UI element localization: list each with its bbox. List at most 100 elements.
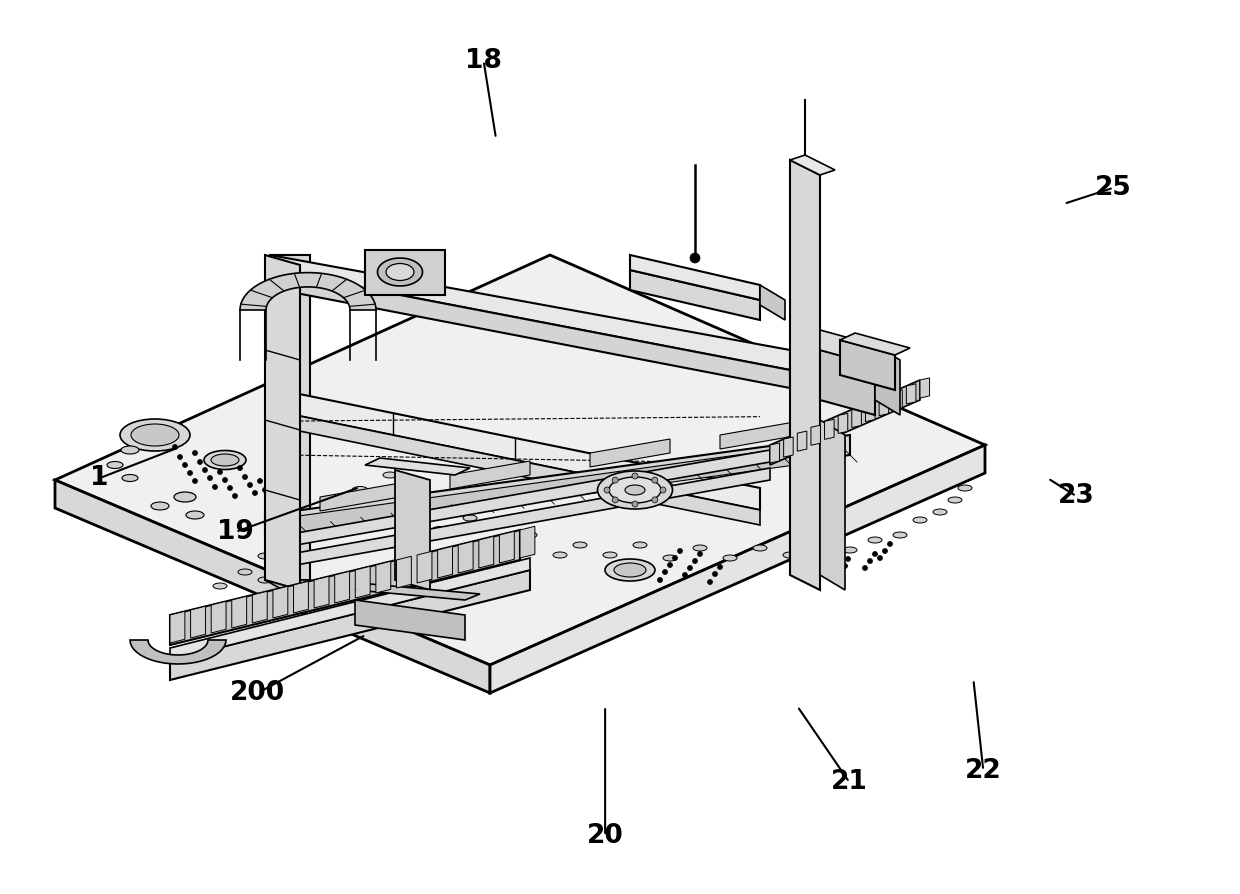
Ellipse shape <box>913 517 928 523</box>
Polygon shape <box>770 380 920 465</box>
Circle shape <box>652 497 657 503</box>
Ellipse shape <box>663 555 677 561</box>
Polygon shape <box>314 577 329 608</box>
Ellipse shape <box>494 542 507 548</box>
Ellipse shape <box>932 509 947 515</box>
Ellipse shape <box>763 450 777 456</box>
Circle shape <box>708 579 713 585</box>
Ellipse shape <box>205 451 246 469</box>
Polygon shape <box>294 581 309 613</box>
Ellipse shape <box>614 563 646 577</box>
Ellipse shape <box>107 461 123 468</box>
Polygon shape <box>270 410 760 525</box>
Polygon shape <box>170 530 520 645</box>
Circle shape <box>846 556 851 561</box>
Polygon shape <box>232 596 247 628</box>
Circle shape <box>692 559 697 563</box>
Ellipse shape <box>352 486 368 493</box>
Ellipse shape <box>213 583 227 589</box>
Ellipse shape <box>801 437 815 443</box>
Circle shape <box>182 462 187 468</box>
Polygon shape <box>270 255 790 370</box>
Polygon shape <box>270 270 790 388</box>
Polygon shape <box>720 421 800 449</box>
Polygon shape <box>790 160 820 590</box>
Ellipse shape <box>523 532 537 538</box>
Polygon shape <box>270 255 310 580</box>
Polygon shape <box>866 401 875 422</box>
Circle shape <box>613 497 619 503</box>
Ellipse shape <box>598 471 672 509</box>
Polygon shape <box>285 468 770 567</box>
Circle shape <box>253 491 258 495</box>
Circle shape <box>192 478 197 484</box>
Ellipse shape <box>151 502 169 510</box>
Ellipse shape <box>603 552 618 558</box>
Circle shape <box>632 473 639 479</box>
Ellipse shape <box>463 515 477 521</box>
Polygon shape <box>335 571 350 603</box>
Polygon shape <box>55 255 985 665</box>
Text: 1: 1 <box>91 465 108 492</box>
Polygon shape <box>839 340 895 390</box>
Polygon shape <box>170 570 529 680</box>
Ellipse shape <box>278 536 293 544</box>
Polygon shape <box>320 483 401 511</box>
Polygon shape <box>820 420 844 590</box>
Circle shape <box>687 566 692 570</box>
Circle shape <box>713 571 718 577</box>
Polygon shape <box>852 408 862 427</box>
Polygon shape <box>479 536 494 568</box>
Polygon shape <box>170 558 529 660</box>
Ellipse shape <box>258 577 272 583</box>
Circle shape <box>268 495 273 501</box>
Polygon shape <box>630 255 760 300</box>
Polygon shape <box>879 396 889 416</box>
Ellipse shape <box>609 477 661 503</box>
Polygon shape <box>590 439 670 467</box>
Polygon shape <box>285 450 770 547</box>
Circle shape <box>258 478 263 484</box>
Circle shape <box>187 470 192 476</box>
Circle shape <box>172 444 177 450</box>
Ellipse shape <box>573 542 587 548</box>
Polygon shape <box>459 541 474 573</box>
Text: 22: 22 <box>965 757 1002 784</box>
Circle shape <box>677 549 682 553</box>
Circle shape <box>278 480 283 485</box>
Polygon shape <box>270 388 760 510</box>
Circle shape <box>604 487 610 493</box>
Polygon shape <box>376 561 391 593</box>
Circle shape <box>177 454 182 460</box>
Ellipse shape <box>723 555 737 561</box>
Ellipse shape <box>743 457 756 463</box>
Polygon shape <box>790 155 835 175</box>
Circle shape <box>202 468 207 473</box>
Polygon shape <box>265 435 849 535</box>
Ellipse shape <box>843 547 857 553</box>
Ellipse shape <box>605 559 655 581</box>
Polygon shape <box>438 546 453 578</box>
Polygon shape <box>396 470 430 590</box>
Polygon shape <box>838 413 848 434</box>
Circle shape <box>873 552 878 556</box>
Ellipse shape <box>186 511 205 519</box>
Ellipse shape <box>303 532 317 538</box>
Text: 200: 200 <box>231 679 285 706</box>
Ellipse shape <box>383 472 397 478</box>
Circle shape <box>689 253 701 263</box>
Ellipse shape <box>122 475 138 482</box>
Ellipse shape <box>120 419 190 451</box>
Circle shape <box>273 473 278 477</box>
Text: 21: 21 <box>831 769 868 796</box>
Circle shape <box>657 578 662 583</box>
Polygon shape <box>241 273 376 310</box>
Polygon shape <box>500 531 515 563</box>
Ellipse shape <box>432 527 448 534</box>
Ellipse shape <box>553 552 567 558</box>
Circle shape <box>652 477 657 483</box>
Circle shape <box>863 566 868 570</box>
Circle shape <box>667 562 672 568</box>
Circle shape <box>842 563 847 569</box>
Polygon shape <box>265 255 300 590</box>
